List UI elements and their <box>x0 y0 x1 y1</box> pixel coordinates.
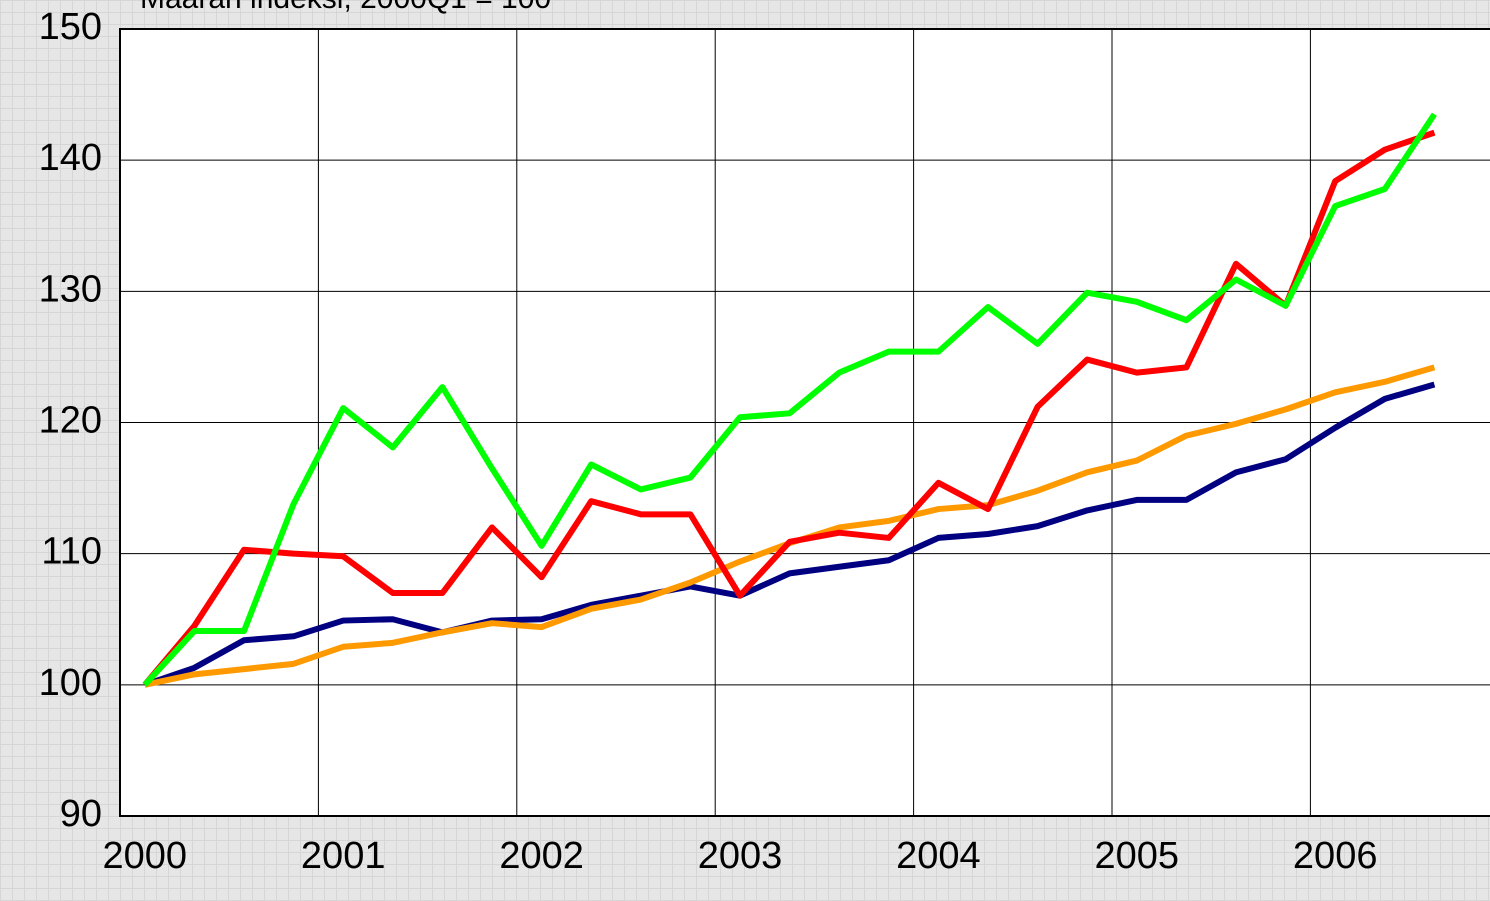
x-tick-label: 2000 <box>103 835 188 877</box>
y-tick-label: 110 <box>41 531 102 573</box>
x-tick-label: 2003 <box>698 835 783 877</box>
y-tick-label: 90 <box>60 793 102 835</box>
chart-title: Määrän indeksi, 2000Q1 = 100 <box>140 0 551 15</box>
y-tick-label: 140 <box>39 137 102 179</box>
y-tick-label: 120 <box>39 400 102 442</box>
series-line <box>142 129 1436 687</box>
x-tick-label: 2002 <box>499 835 584 877</box>
x-tick-label: 2001 <box>301 835 386 877</box>
y-tick-label: 130 <box>39 268 102 310</box>
y-tick-label: 100 <box>39 662 102 704</box>
x-tick-label: 2006 <box>1293 835 1378 877</box>
y-tick-label: 150 <box>39 6 102 48</box>
series-line <box>142 112 1437 687</box>
series-line <box>143 381 1436 688</box>
x-tick-label: 2005 <box>1095 835 1180 877</box>
x-tick-label: 2004 <box>896 835 981 877</box>
